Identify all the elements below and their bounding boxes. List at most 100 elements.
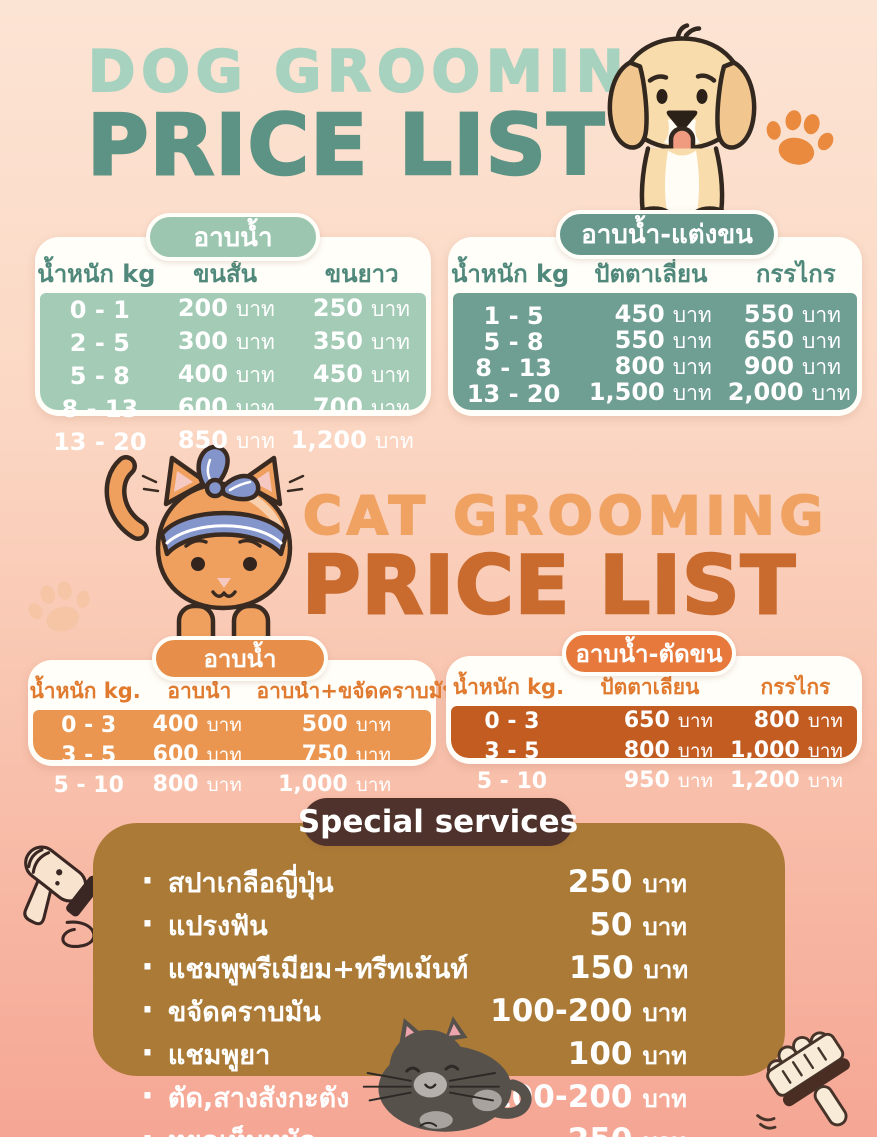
service-label: แชมพูพรีเมียม+ทรีทเม้นท์ <box>167 954 469 985</box>
price-value: 600 <box>152 742 199 767</box>
unit-label: บาท <box>807 740 843 762</box>
table-row: 2 - 5 300 บาท 350 บาท <box>40 326 426 359</box>
unit-label: บาท <box>643 956 689 984</box>
price-value: 250 <box>567 864 633 900</box>
price-value: 50 <box>589 907 633 943</box>
unit-label: บาท <box>642 1042 687 1070</box>
unit-label: บาท <box>371 330 410 354</box>
unit-label: บาท <box>677 740 714 762</box>
unit-label: บาท <box>235 429 275 453</box>
cat-section-subtitle: PRICE LIST <box>301 539 797 632</box>
list-item: · แชมพูยา 100 บาท <box>141 1033 687 1076</box>
special-services-pill: Special services <box>298 798 578 846</box>
column-header-clipper: ปัตตาเลี่ยน <box>594 260 708 288</box>
table-row: 5 - 10 800 บาท 1,000 บาท <box>33 770 431 800</box>
table-row: 3 - 5 600 บาท 750 บาท <box>33 740 431 770</box>
price-value: 100 <box>567 1036 633 1072</box>
unit-label: บาท <box>355 774 391 796</box>
column-header-bath: อาบน้ำ <box>167 679 232 703</box>
dog-section-subtitle: PRICE LIST <box>86 96 606 194</box>
unit-label: บาท <box>642 913 687 941</box>
cat-bath-pill: อาบน้ำ <box>152 636 328 681</box>
unit-label: บาท <box>642 999 687 1027</box>
dog-groom-table: น้ำหนัก kg ปัตตาเลี่ยน กรรไกร 1 - 5 450 บ… <box>448 237 862 416</box>
price-value: 450 <box>312 360 364 388</box>
price-value: 400 <box>177 360 228 388</box>
unit-label: บาท <box>206 714 242 736</box>
price-value: 300 <box>177 327 228 355</box>
table-header: น้ำหนัก kg ขนสั้น ขนยาว <box>35 237 431 293</box>
price-value: 1,000 <box>278 772 348 797</box>
unit-label: บาท <box>642 1122 687 1137</box>
unit-label: บาท <box>642 870 687 898</box>
paw-print-icon <box>753 93 846 186</box>
price-value: 800 <box>623 738 670 763</box>
price-value: 150 <box>568 950 634 986</box>
price-value: 700 <box>312 393 364 421</box>
price-value: 550 <box>743 300 794 328</box>
sleeping-cat-illustration <box>352 1010 538 1136</box>
price-value: 650 <box>623 708 670 733</box>
cat-bath-table: น้ำหนัก kg. อาบน้ำ อาบน้ำ+ขจัดคราบมัน 0 … <box>28 660 457 798</box>
list-item: · แชมพูพรีเมียม+ทรีทเม้นท์ 150 บาท <box>141 947 689 990</box>
price-value: 750 <box>301 742 348 767</box>
column-header-short-hair: ขนสั้น <box>193 260 257 288</box>
price-value: 1,000 <box>730 738 800 763</box>
weight-range: 0 - 3 <box>61 712 117 738</box>
price-value: 950 <box>623 768 670 793</box>
unit-label: บาท <box>235 396 275 420</box>
column-header-clipper: ปัตตาเลี่ยน <box>600 675 700 699</box>
unit-label: บาท <box>672 303 712 327</box>
unit-label: บาท <box>371 297 410 321</box>
weight-range: 13 - 20 <box>53 427 147 456</box>
table-header: น้ำหนัก kg. ปัตตาเลี่ยน กรรไกร <box>446 656 862 704</box>
table-body: 0 - 1 200 บาท 250 บาท 2 - 5 300 บาท 350 บาท … <box>40 293 426 456</box>
list-item: · ขจัดคราบมัน 100-200 บาท <box>141 990 687 1033</box>
column-header-scissors: กรรไกร <box>755 260 836 288</box>
unit-label: บาท <box>355 744 391 766</box>
unit-label: บาท <box>802 303 841 327</box>
price-value: 800 <box>753 708 800 733</box>
price-value: 400 <box>152 712 199 737</box>
weight-range: 2 - 5 <box>69 328 130 357</box>
dog-illustration <box>592 22 772 238</box>
table-body: 0 - 3 400 บาท 500 บาท 3 - 5 600 บาท 750 บาท … <box>33 710 431 798</box>
price-value: 1,200 <box>730 768 800 793</box>
unit-label: บาท <box>206 774 242 796</box>
price-value: 250 <box>312 294 364 322</box>
list-item: · สปาเกลือญี่ปุ่น 250 บาท <box>141 861 687 904</box>
dog-bath-pill: อาบน้ำ <box>146 213 320 261</box>
table-row: 5 - 10 950 บาท 1,200 บาท <box>451 766 857 796</box>
dog-bath-table: น้ำหนัก kg ขนสั้น ขนยาว 0 - 1 200 บาท 250… <box>35 237 431 456</box>
table-row: 13 - 20 1,500 บาท 2,000 บาท <box>453 377 857 408</box>
unit-label: บาท <box>807 710 843 732</box>
cat-cut-pill: อาบน้ำ-ตัดขน <box>562 631 736 676</box>
price-value: 2,000 <box>727 378 804 406</box>
hair-dryer-icon <box>14 828 116 960</box>
price-value: 450 <box>614 300 665 328</box>
table-row: 1 - 5 450 บาท 550 บาท <box>453 299 857 330</box>
unit-label: บาท <box>642 1085 687 1113</box>
price-value: 650 <box>743 326 794 354</box>
service-label: ขจัดคราบมัน <box>167 997 321 1028</box>
dog-groom-pill: อาบน้ำ-แต่งขน <box>556 210 778 259</box>
column-header-weight: น้ำหนัก kg. <box>452 675 565 699</box>
column-header-weight: น้ำหนัก kg <box>37 260 156 288</box>
table-row: 3 - 5 800 บาท 1,000 บาท <box>451 736 857 766</box>
column-header-long-hair: ขนยาว <box>324 260 399 288</box>
weight-range: 5 - 8 <box>69 361 130 390</box>
table-row: 0 - 1 200 บาท 250 บาท <box>40 293 426 326</box>
unit-label: บาท <box>374 429 414 453</box>
unit-label: บาท <box>371 363 410 387</box>
price-value: 550 <box>614 326 665 354</box>
weight-range: 8 - 13 <box>61 394 139 423</box>
unit-label: บาท <box>235 297 275 321</box>
weight-range: 5 - 10 <box>53 772 124 798</box>
column-header-weight: น้ำหนัก kg. <box>29 679 141 703</box>
service-label: แชมพูยา <box>167 1040 271 1071</box>
cat-illustration <box>82 426 322 666</box>
column-header-weight: น้ำหนัก kg <box>451 260 570 288</box>
unit-label: บาท <box>802 329 841 353</box>
